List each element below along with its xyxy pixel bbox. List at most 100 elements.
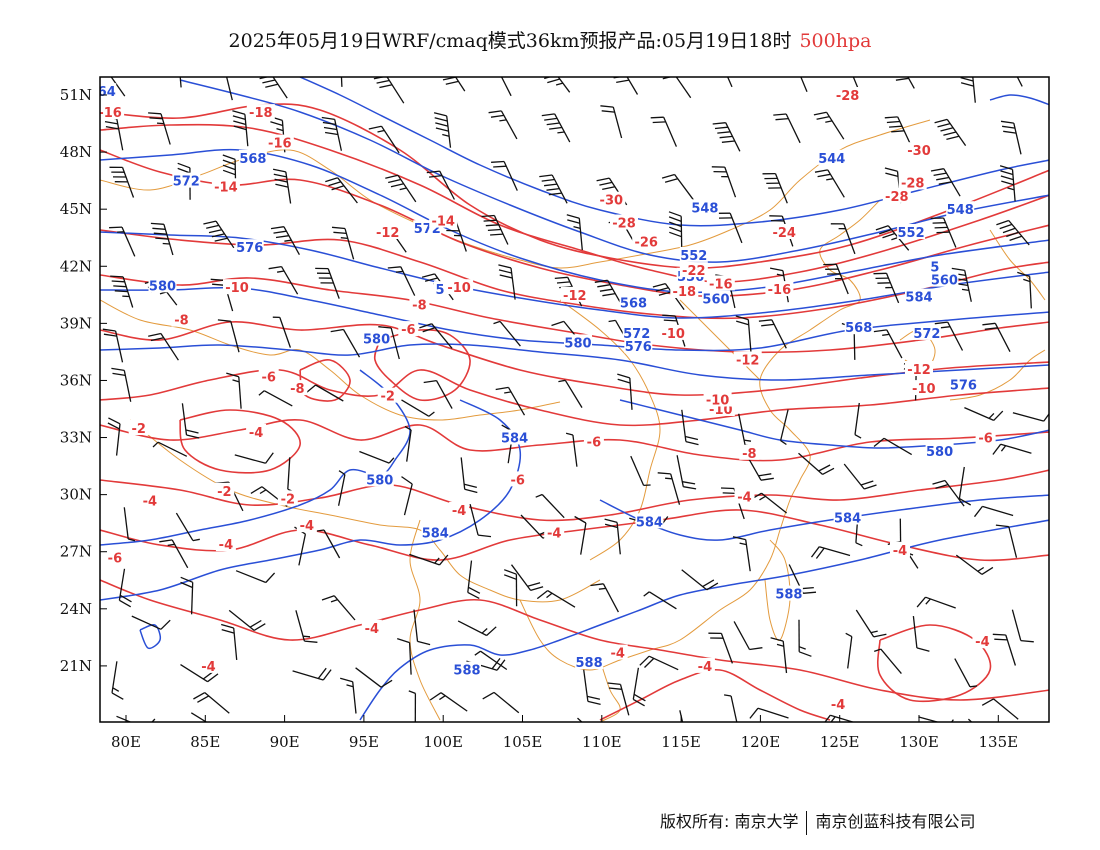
height-contour-line xyxy=(100,231,1049,319)
wind-barb-feather xyxy=(818,464,831,472)
wind-barb-staff xyxy=(993,698,1019,720)
wind-barb-staff xyxy=(738,413,746,446)
height-contour-label: 560 xyxy=(702,293,729,308)
height-contour-label-bg xyxy=(928,258,941,274)
wind-barb-staff xyxy=(1011,609,1022,641)
temperature-contour-label-bg xyxy=(409,296,430,312)
wind-barb-staff xyxy=(233,627,238,660)
wind-barb-staff xyxy=(263,390,293,407)
wind-barb-feather xyxy=(800,586,814,590)
temperature-contour-label: -24 xyxy=(772,226,796,241)
wind-barb xyxy=(723,694,738,722)
wind-barb-feather xyxy=(683,486,697,490)
wind-barb-feather xyxy=(870,630,878,634)
wind-barb-feather xyxy=(665,477,673,480)
wind-barb-staff xyxy=(480,650,508,671)
temperature-contour-label: -2 xyxy=(380,390,394,405)
wind-barb xyxy=(574,515,587,555)
wind-barb-feather xyxy=(548,192,562,196)
wind-barb-feather xyxy=(329,66,341,70)
temperature-contour-label-bg xyxy=(898,174,927,190)
wind-barb xyxy=(590,583,619,613)
wind-barb-staff xyxy=(228,609,255,631)
wind-barb-staff xyxy=(554,113,571,143)
wind-barb-feather xyxy=(265,452,274,464)
wind-barb-feather xyxy=(468,586,481,594)
temperature-contour-label: -6 xyxy=(108,551,122,566)
wind-barb-feather xyxy=(148,112,162,115)
height-contour-label: 5 xyxy=(435,283,444,298)
temperature-contour-label: -28 xyxy=(836,89,860,104)
wind-barb-staff xyxy=(406,429,412,462)
wind-barb-staff xyxy=(413,609,419,642)
lon-tick-label: 100E xyxy=(423,733,463,751)
wind-barb-staff xyxy=(578,218,583,251)
wind-barb-feather xyxy=(992,633,1006,636)
temperature-contour-label-bg xyxy=(296,517,317,533)
wind-barb-staff xyxy=(157,441,188,457)
temperature-contour-label-bg xyxy=(507,471,528,487)
temperature-contour-label-bg xyxy=(377,387,398,403)
lat-tick-label: 51N xyxy=(60,86,92,104)
wind-barb-feather xyxy=(491,160,505,163)
wind-barb-feather xyxy=(153,232,167,235)
wind-barb xyxy=(830,223,856,255)
wind-barb-feather xyxy=(544,117,558,121)
wind-barb xyxy=(726,77,733,88)
wind-barb-feather xyxy=(961,288,969,292)
wind-barb xyxy=(495,386,526,416)
wind-barb-feather xyxy=(481,214,495,218)
temperature-contour-label-bg xyxy=(905,142,933,158)
wind-barb-staff xyxy=(798,452,823,475)
wind-barb-staff xyxy=(110,77,126,97)
wind-barb-feather xyxy=(151,718,156,722)
wind-barb-feather xyxy=(723,694,732,697)
wind-barb-feather xyxy=(565,432,574,436)
wind-barb xyxy=(107,417,121,456)
wind-barb xyxy=(419,323,453,349)
height-contour-label: 572 xyxy=(623,327,650,342)
wind-barb-staff xyxy=(994,323,1011,352)
height-contour-label: 576 xyxy=(950,378,977,393)
wind-barb-staff xyxy=(674,174,695,201)
wind-barb xyxy=(175,512,200,542)
temperature-contour-label: -2 xyxy=(131,422,145,437)
wind-barb-staff xyxy=(964,270,972,302)
wind-barb-feather xyxy=(916,596,926,608)
wind-barb xyxy=(159,539,189,569)
wind-barb-feather xyxy=(969,685,978,688)
wind-barb-staff xyxy=(880,648,902,675)
temperature-contour-label: -4 xyxy=(365,622,379,637)
wind-barb-feather xyxy=(219,725,225,729)
wind-barb-staff xyxy=(1012,412,1044,422)
wind-barb-feather xyxy=(803,591,817,594)
wind-barb-staff xyxy=(955,554,983,575)
wind-barb-feather xyxy=(434,557,440,564)
wind-barb-feather xyxy=(210,278,224,281)
wind-barb-feather xyxy=(814,169,828,173)
wind-barb xyxy=(1000,120,1022,155)
wind-barb-feather xyxy=(185,429,199,434)
wind-barb-staff xyxy=(564,379,583,408)
wind-barb-staff xyxy=(944,480,965,507)
height-contour-line xyxy=(619,399,1049,449)
wind-barb xyxy=(992,633,1017,666)
wind-barb-staff xyxy=(460,457,466,490)
wind-barb xyxy=(995,524,1018,558)
temperature-contour-label: -14 xyxy=(431,215,455,230)
wind-barb-feather xyxy=(226,372,239,378)
wind-barb-staff xyxy=(337,474,346,506)
wind-barb xyxy=(232,110,249,147)
wind-barb-staff xyxy=(782,641,788,674)
wind-barb-feather xyxy=(155,237,169,240)
wind-barb-staff xyxy=(386,77,405,104)
wind-barb-feather xyxy=(504,391,512,394)
wind-barb-feather xyxy=(221,623,234,629)
wind-barb xyxy=(500,77,512,97)
wind-barb-staff xyxy=(279,317,292,348)
wind-barb-staff xyxy=(958,466,965,499)
wind-barb-staff xyxy=(626,77,639,95)
wind-barb-feather xyxy=(257,72,270,75)
wind-barb-feather xyxy=(273,230,287,234)
